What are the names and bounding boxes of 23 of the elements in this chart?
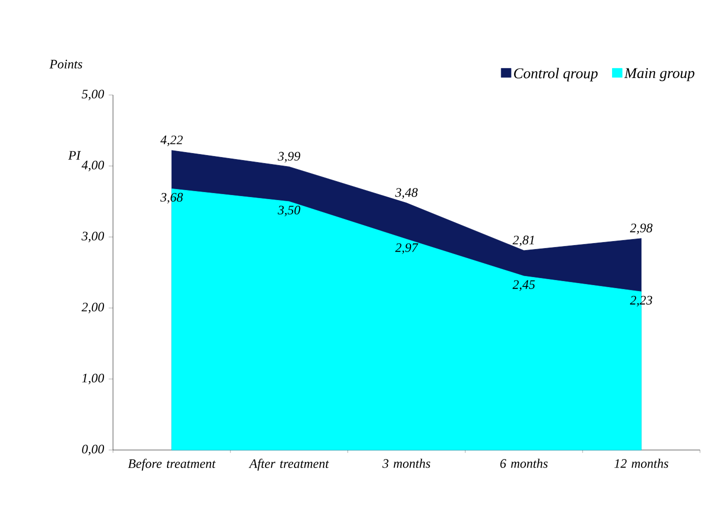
data-label: 2,81	[512, 236, 534, 246]
data-label: 4,22	[160, 136, 183, 146]
legend-label: Control qroup	[514, 68, 598, 82]
y-tick-label: 4,00	[82, 160, 104, 172]
legend-label: Main group	[624, 68, 694, 82]
y-tick-label: 0,00	[82, 444, 104, 456]
y-tick-label: 2,00	[82, 302, 104, 314]
x-tick-label: 3 months	[382, 458, 430, 468]
x-tick-label: Before treatment	[128, 458, 216, 471]
data-label: 3,99	[278, 152, 300, 163]
data-label: 3,48	[395, 188, 418, 199]
data-label: 2,45	[512, 280, 535, 291]
x-tick-label: After treatment	[248, 458, 330, 471]
y-tick-label: 5,00	[82, 90, 104, 100]
data-label: 2,97	[395, 243, 418, 254]
data-label: 2,98	[630, 224, 652, 234]
text: Points	[49, 60, 82, 68]
y-tick-label: 3,00	[82, 232, 104, 242]
data-label: 3,50	[278, 206, 300, 216]
y-tick-label: 1,00	[82, 374, 104, 384]
x-tick-label: 12 months	[614, 458, 668, 468]
x-tick-label: 6 months	[500, 458, 548, 468]
y-axis-title: PI	[68, 151, 81, 160]
